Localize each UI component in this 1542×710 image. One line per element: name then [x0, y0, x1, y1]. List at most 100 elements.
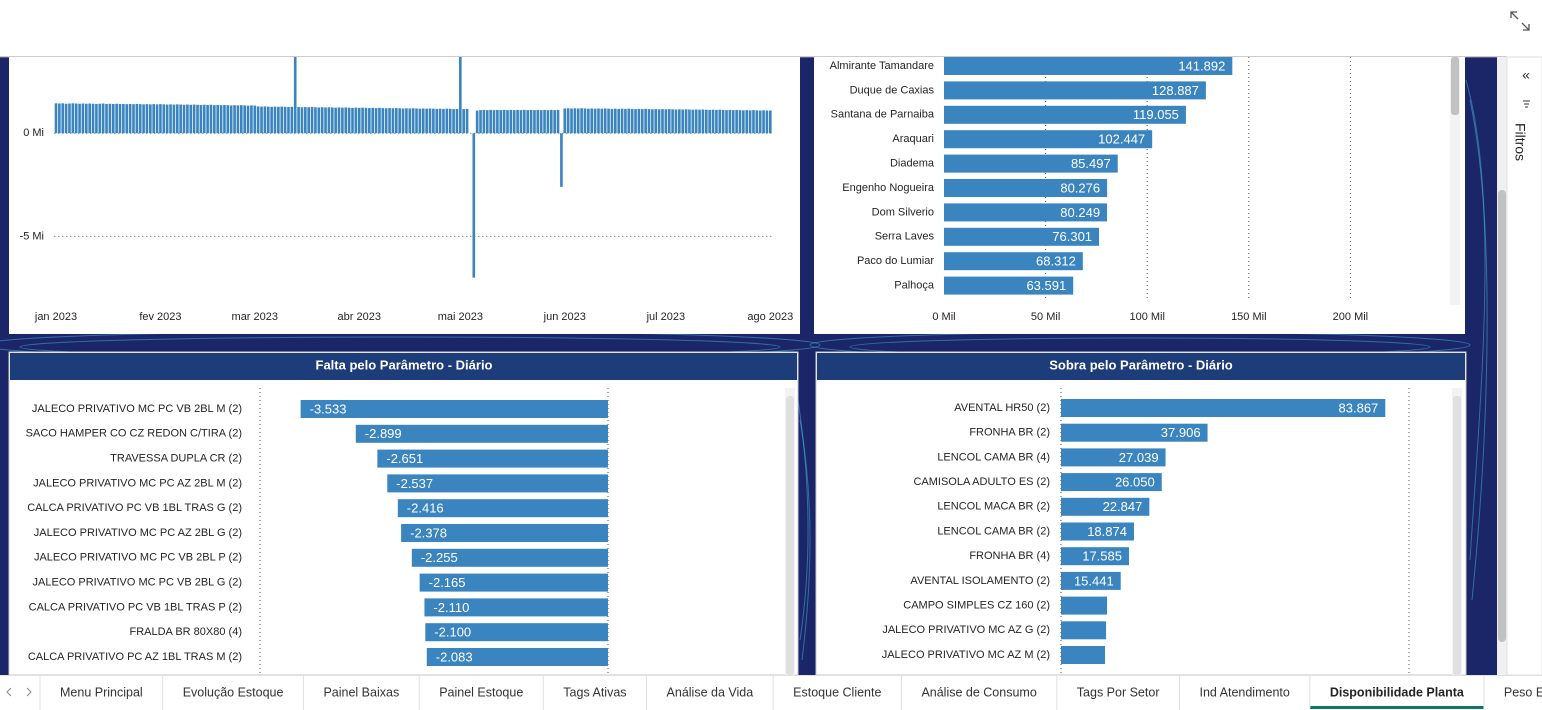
bar	[216, 104, 220, 134]
tab[interactable]: Análise da Vida	[646, 676, 754, 710]
tab-label[interactable]: Painel Estoque	[439, 685, 523, 699]
scrollbar-thumb[interactable]	[1453, 396, 1461, 675]
bar	[593, 108, 597, 134]
bar	[263, 106, 267, 134]
bar	[556, 109, 560, 134]
tab[interactable]: Painel Baixas	[302, 676, 399, 710]
data-label: 22.847	[1103, 499, 1143, 514]
data-label: 83.867	[1339, 400, 1379, 415]
tab-label[interactable]: Análise de Consumo	[921, 685, 1036, 699]
bar	[246, 105, 250, 134]
tab[interactable]: Tags Ativas	[542, 676, 627, 710]
tab[interactable]: Menu Principal	[39, 676, 143, 710]
bar	[61, 103, 65, 134]
bar	[647, 109, 651, 134]
bar	[1061, 522, 1134, 541]
tab[interactable]: Análise de Consumo	[900, 676, 1037, 710]
bar	[533, 110, 536, 134]
bar	[355, 424, 608, 443]
tab-active-indicator	[1309, 706, 1484, 709]
bar	[603, 108, 607, 134]
bar	[179, 104, 182, 134]
tab-label[interactable]: Análise da Vida	[667, 685, 754, 699]
bar	[944, 227, 1100, 246]
category-label: JALECO PRIVATIVO MC AZ M (2)	[882, 649, 1050, 661]
bar	[651, 109, 654, 134]
bar	[424, 598, 608, 617]
filters-label[interactable]: Filtros	[1512, 123, 1528, 161]
bar	[192, 104, 196, 134]
tab[interactable]: Peso Expedido	[1483, 676, 1542, 710]
tab-label[interactable]: Ind Atendimento	[1199, 685, 1289, 699]
bar	[196, 104, 199, 134]
tab-label[interactable]: Estoque Cliente	[793, 685, 881, 699]
tab[interactable]: Evolução Estoque	[162, 676, 284, 710]
bar	[378, 107, 381, 134]
bar	[725, 110, 728, 134]
bar	[492, 110, 496, 134]
bar	[489, 109, 492, 134]
scrollbar[interactable]	[1450, 57, 1460, 305]
tab-label[interactable]: Tags Ativas	[563, 685, 626, 699]
category-label: LENCOL CAMA BR (4)	[937, 451, 1050, 463]
tab[interactable]: Estoque Cliente	[772, 676, 881, 710]
bar	[145, 104, 149, 134]
expand-icon[interactable]	[1510, 11, 1530, 31]
tab-label[interactable]: Menu Principal	[60, 685, 143, 699]
tab-label[interactable]: Peso Expedido	[1504, 685, 1542, 699]
category-label: FRALDA BR 80X80 (4)	[130, 626, 243, 638]
tab-label[interactable]: Disponibilidade Planta	[1330, 685, 1465, 699]
bar	[98, 103, 102, 134]
tab[interactable]: Ind Atendimento	[1178, 676, 1290, 710]
bar	[64, 103, 68, 134]
tab-nav[interactable]	[6, 687, 32, 697]
category-label: FRONHA BR (2)	[969, 427, 1050, 439]
collapse-icon[interactable]: «	[1522, 67, 1530, 83]
tab-label[interactable]: Painel Baixas	[323, 685, 399, 699]
bar	[111, 103, 115, 134]
tab-label[interactable]: Tags Por Setor	[1077, 685, 1160, 699]
category-label: CALCA PRIVATIVO PC VB 1BL TRAS P (2)	[29, 601, 242, 613]
tab[interactable]: Disponibilidade Planta	[1309, 676, 1484, 710]
bar	[583, 108, 587, 134]
bar	[587, 108, 590, 134]
filters-pane[interactable]	[1506, 56, 1542, 676]
tab[interactable]: Painel Estoque	[418, 676, 523, 710]
panel-header	[10, 353, 797, 380]
bar	[233, 105, 236, 134]
bar	[731, 110, 735, 134]
data-label: 128.887	[1152, 83, 1199, 98]
tab[interactable]: Tags Por Setor	[1056, 676, 1160, 710]
bar	[765, 110, 769, 134]
data-label: 102.447	[1098, 132, 1145, 147]
bar	[502, 109, 506, 134]
bar	[256, 106, 260, 134]
bar	[560, 133, 563, 187]
page-scrollbar-thumb[interactable]	[1498, 190, 1506, 642]
bar	[142, 104, 145, 134]
bar	[701, 109, 705, 134]
bar	[132, 104, 135, 134]
scrollbar-thumb[interactable]	[1451, 57, 1459, 115]
data-label: 26.050	[1115, 475, 1155, 490]
bar	[684, 109, 688, 134]
data-label: 119.055	[1133, 107, 1179, 122]
bar	[516, 109, 519, 134]
category-label: CALCA PRIVATIVO PC AZ 1BL TRAS M (2)	[28, 651, 242, 663]
bar	[175, 104, 179, 134]
tab-label[interactable]: Evolução Estoque	[183, 685, 284, 699]
bar	[317, 107, 321, 134]
bar	[597, 108, 600, 134]
bar	[536, 109, 540, 134]
bar	[364, 107, 368, 134]
bar	[438, 108, 442, 134]
bar	[485, 110, 489, 134]
chart: JALECO PRIVATIVO MC PC VB 2BL M (2) -3.53…	[26, 388, 609, 675]
bar	[634, 109, 637, 134]
x-tick-label: mar 2023	[232, 311, 278, 323]
category-label: SACO HAMPER CO CZ REDON C/TIRA (2)	[26, 428, 242, 440]
bar	[105, 103, 108, 134]
scrollbar-thumb[interactable]	[786, 396, 794, 675]
bar	[273, 106, 277, 134]
bar	[300, 107, 304, 134]
